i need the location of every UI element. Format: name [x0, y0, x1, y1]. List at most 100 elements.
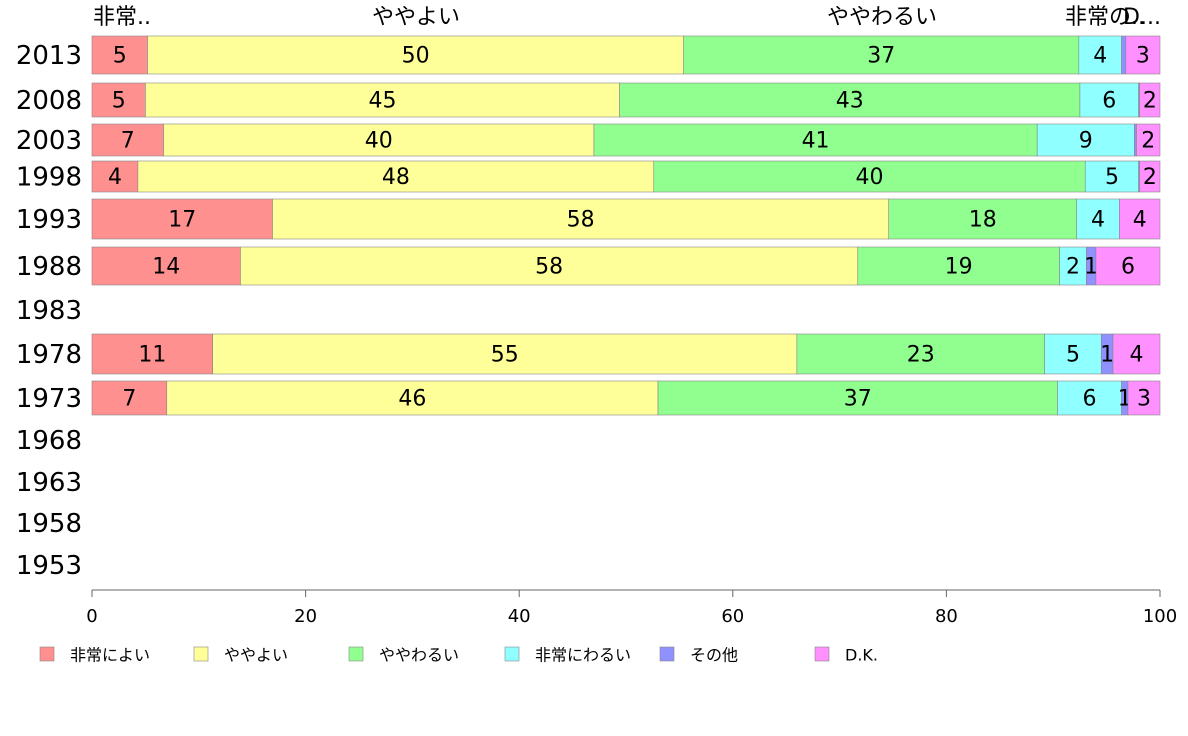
legend-label: ややよい: [224, 646, 288, 665]
data-label: 1: [1100, 343, 1114, 368]
bar-1998-series: [653, 160, 1086, 193]
data-label: 4: [1091, 208, 1105, 233]
bar-2003-series: [163, 123, 595, 157]
bar-1988-d-k: [1095, 246, 1161, 286]
bar-2013-series: [683, 35, 1080, 75]
data-label: 4: [1133, 208, 1147, 233]
top-label: ややわるい: [827, 5, 937, 30]
bar-1973-series: [166, 380, 659, 416]
year-label: 2003: [16, 126, 82, 156]
bar-1988-series: [91, 246, 241, 286]
data-label: 2: [1143, 89, 1157, 114]
bar-2013-series: [1121, 35, 1127, 75]
bar-1988-series: [857, 246, 1060, 286]
data-label: 55: [491, 343, 519, 368]
data-label: 37: [844, 387, 872, 412]
bar-2008-series: [91, 82, 146, 118]
x-tick-label: 80: [935, 606, 958, 627]
data-label: 5: [1105, 165, 1119, 190]
bar-2003-series: [1134, 123, 1137, 157]
legend-swatch: [814, 646, 830, 662]
data-label: 4: [1093, 44, 1107, 69]
year-label: 1993: [16, 205, 82, 235]
bar-2013-series: [91, 35, 148, 75]
top-label: ややよい: [372, 5, 460, 30]
top-label: D...: [1123, 5, 1161, 30]
data-label: 58: [567, 208, 595, 233]
data-label: 43: [836, 89, 864, 114]
bar-1998-series: [91, 160, 139, 193]
year-axis-labels: 2013 2008 2003 1998 1993 1988 1983 1978 1973 1968…: [16, 41, 82, 581]
legend-label: D.K.: [845, 646, 878, 665]
top-category-labels: 非常.. ややよい ややわるい 非常の..D...: [93, 5, 1161, 30]
bar-1973-d-k: [1127, 380, 1161, 416]
bar-1978-d-k: [1112, 333, 1161, 375]
year-label: 2008: [16, 86, 82, 116]
data-label: 19: [945, 255, 973, 280]
year-label: 2013: [16, 41, 82, 71]
data-label: 45: [368, 89, 396, 114]
data-label: 6: [1121, 255, 1135, 280]
legend-label: 非常によい: [70, 646, 150, 665]
bar-1998-d-k: [1139, 160, 1161, 193]
data-label: 14: [152, 255, 180, 280]
data-label: 37: [867, 44, 895, 69]
data-label: 40: [365, 129, 393, 154]
data-label: 9: [1079, 129, 1093, 154]
year-label: 1953: [16, 551, 82, 581]
year-label: 1983: [16, 296, 82, 326]
bar-2013-d-k: [1125, 35, 1161, 75]
data-label: 6: [1102, 89, 1116, 114]
bar-1993-series: [91, 198, 273, 240]
bar-2013-series: [1078, 35, 1122, 75]
legend-swatch: [39, 646, 55, 662]
data-label: 7: [122, 387, 136, 412]
top-label: 非常..: [93, 5, 151, 30]
data-label: 6: [1083, 387, 1097, 412]
data-label: 50: [402, 44, 430, 69]
bar-1978-series: [1044, 333, 1102, 375]
x-tick-label: 20: [294, 606, 317, 627]
bar-1988-series: [240, 246, 859, 286]
bar-1998-series: [137, 160, 655, 193]
bar-2003-series: [593, 123, 1038, 157]
data-label: 3: [1137, 387, 1151, 412]
legend-label: その他: [690, 646, 738, 665]
bar-2008-series: [619, 82, 1081, 118]
data-label: 1: [1084, 255, 1098, 280]
data-label: 4: [108, 165, 122, 190]
bar-1978-series: [91, 333, 213, 375]
year-label: 1988: [16, 252, 82, 282]
year-label: 1958: [16, 509, 82, 539]
bar-2008-series: [145, 82, 620, 118]
data-label: 18: [969, 208, 997, 233]
bar-1988-series: [1059, 246, 1087, 286]
data-label: 3: [1136, 44, 1150, 69]
bar-2008-series: [1079, 82, 1139, 118]
bar-1993-series: [272, 198, 890, 240]
bar-1973-series: [657, 380, 1058, 416]
data-label: 2: [1143, 165, 1157, 190]
legend-label: 非常にわるい: [535, 646, 631, 665]
year-label: 1998: [16, 163, 82, 193]
x-axis: 0 20 40 60 80 100: [86, 589, 1177, 627]
data-label: 17: [168, 208, 196, 233]
bar-1993-series: [1076, 198, 1120, 240]
data-label: 46: [398, 387, 426, 412]
data-label: 5: [1066, 343, 1080, 368]
legend-swatch: [348, 646, 364, 662]
bar-2013-series: [147, 35, 684, 75]
x-tick-label: 0: [86, 606, 97, 627]
bars: 5 50 37 4 35 45 43 6 27 40 41 9 24 48 40 5 217 58 18 4 414 58…: [91, 35, 1161, 416]
year-label: 1968: [16, 426, 82, 456]
legend-swatch: [504, 646, 520, 662]
data-label: 41: [802, 129, 830, 154]
bar-1973-series: [91, 380, 168, 416]
bar-1993-d-k: [1119, 198, 1161, 240]
bar-2003-series: [1036, 123, 1135, 157]
year-label: 1978: [16, 340, 82, 370]
data-label: 4: [1130, 343, 1144, 368]
x-tick-label: 100: [1143, 606, 1177, 627]
data-label: 2: [1141, 129, 1155, 154]
